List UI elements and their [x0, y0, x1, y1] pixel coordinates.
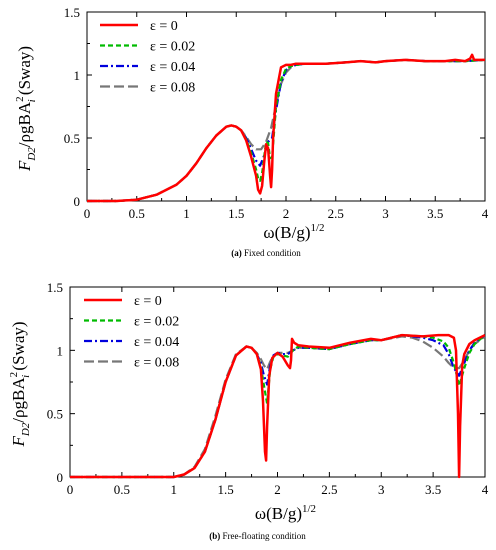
- chart2-ytick-label: 0.5: [47, 407, 63, 422]
- chart1-xtick-label: 0.5: [129, 206, 145, 221]
- chart1-ylabel-sup: 2: [14, 96, 26, 102]
- chart2-x-axis-title: ω(B/g)1/2: [255, 503, 316, 523]
- chart1-ylabel-tail: (Sway): [15, 46, 34, 99]
- chart1-xtick-label: 4: [482, 206, 489, 221]
- chart1-series-line: [87, 58, 485, 203]
- chart1-series-line: [87, 58, 485, 203]
- chart2-ytick-label: 0: [57, 470, 64, 485]
- chart1-plot-frame: [86, 11, 486, 202]
- chart2-x-axis-title-exponent: 1/2: [302, 503, 316, 515]
- chart2-legend-label: ε = 0.08: [134, 356, 179, 371]
- chart2-caption-text: Free-floating condition: [220, 531, 306, 541]
- chart1-y-axis-title: FD2/ρgBA2i (Sway): [14, 46, 38, 172]
- chart2-ylabel-F: F: [9, 436, 28, 448]
- chart1-ylabel-F: F: [15, 160, 34, 172]
- chart1-xtick-label: 2: [283, 206, 290, 221]
- chart2-legend-label: ε = 0.04: [134, 335, 179, 350]
- chart2-series-line: [70, 333, 485, 479]
- chart1-series-group: [87, 53, 485, 203]
- chart2-xtick-label: 0: [67, 482, 74, 497]
- chart1-legend: ε = 0 ε = 0.02 ε = 0.04 ε = 0.08: [100, 19, 195, 96]
- chart2-xtick-label: 3.5: [425, 482, 441, 497]
- chart2-ytick-label: 1: [57, 343, 64, 358]
- chart1-ylabel-subi: i: [26, 99, 38, 102]
- chart2-series-line: [70, 334, 485, 479]
- chart2-y-axis-title: FD2/ρgBA2i (Sway): [8, 321, 32, 447]
- chart2-legend: ε = 0 ε = 0.02 ε = 0.04 ε = 0.08: [84, 294, 179, 371]
- chart2-ylabel-mid: /ρgBA: [9, 377, 28, 423]
- chart1-xtick-label: 3: [382, 206, 389, 221]
- chart1-xtick-label: 2.5: [328, 206, 344, 221]
- chart1-caption-text: Fixed condition: [242, 248, 301, 258]
- chart1-caption: (a) Fixed condition: [231, 248, 301, 258]
- chart2-xtick-label: 4: [482, 482, 489, 497]
- chart1-ytick-label: 0: [74, 194, 81, 209]
- chart2-caption: (b) Free-floating condition: [209, 531, 306, 541]
- chart1-xtick-label: 0: [84, 206, 91, 221]
- chart1-xtick-label: 1: [183, 206, 190, 221]
- chart2-xtick-label: 2.5: [321, 482, 337, 497]
- chart1-ylabel-sub: D2: [26, 147, 38, 162]
- chart2-legend-label: ε = 0: [134, 294, 162, 309]
- chart1-x-axis-title-exponent: 1/2: [311, 222, 325, 234]
- chart2-series-line: [70, 335, 485, 479]
- chart1-series-line: [87, 53, 485, 203]
- chart2-xtick-label: 1.5: [218, 482, 234, 497]
- chart2: 0 0.5 1 1.5 2 2.5 3 3.5 400.511.5ε = 0ε = 0.02ε …: [8, 280, 489, 541]
- chart2-x-axis-title-base: ω(B/g): [255, 504, 302, 523]
- chart2-ytick-label: 1.5: [47, 280, 63, 295]
- chart1-ytick-label: 1: [74, 68, 81, 83]
- chart2-xtick-label: 3: [378, 482, 385, 497]
- chart2-caption-tag: (b): [209, 531, 220, 541]
- chart2-series-group: [70, 333, 485, 479]
- chart1-legend-label: ε = 0.08: [150, 81, 195, 96]
- chart1: 0 0.5 1 1.5 2 2.5 3 3.5 400.511.5ε = 0ε = 0.02ε …: [14, 5, 489, 258]
- chart1-x-axis-title: ω(B/g)1/2: [263, 222, 324, 242]
- chart1-x-axis-title-base: ω(B/g): [263, 223, 310, 242]
- chart2-legend-label: ε = 0.02: [134, 315, 179, 330]
- chart2-xtick-label: 0.5: [114, 482, 130, 497]
- chart1-caption-tag: (a): [231, 248, 242, 258]
- chart2-ylabel-subi: i: [20, 375, 32, 378]
- chart1-ylabel-mid: /ρgBA: [15, 101, 34, 147]
- chart1-ytick-label: 0.5: [64, 131, 80, 146]
- chart1-legend-label: ε = 0.02: [150, 40, 195, 55]
- chart2-ylabel-sub: D2: [20, 422, 32, 437]
- chart1-legend-label: ε = 0: [150, 19, 178, 34]
- chart2-xtick-label: 2: [274, 482, 281, 497]
- chart1-series-line: [87, 58, 485, 203]
- chart2-xtick-label: 1: [171, 482, 178, 497]
- chart1-legend-label: ε = 0.04: [150, 60, 195, 75]
- chart2-ylabel-tail: (Sway): [9, 321, 28, 374]
- chart2-ylabel-sup: 2: [8, 372, 20, 378]
- chart2-series-line: [70, 334, 485, 479]
- chart1-xtick-label: 1.5: [228, 206, 244, 221]
- chart1-xtick-label: 3.5: [427, 206, 443, 221]
- chart1-ytick-label: 1.5: [64, 5, 80, 20]
- chart2-plot-frame: [69, 286, 486, 478]
